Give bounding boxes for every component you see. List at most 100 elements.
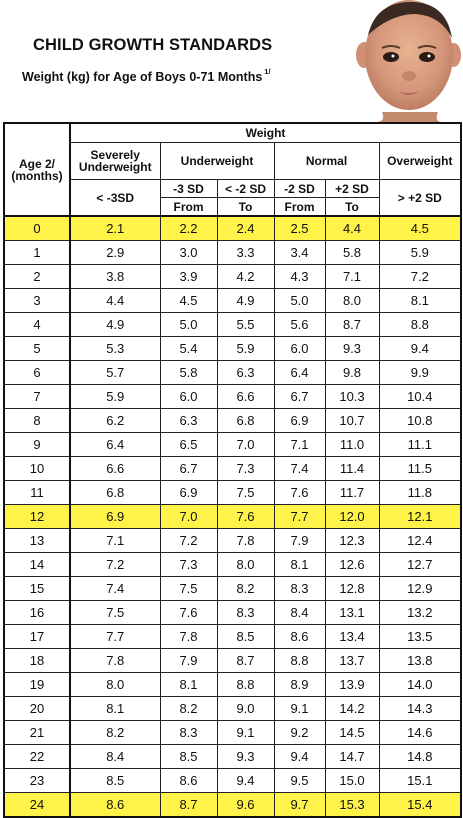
subtitle-footnote: 1/ (264, 67, 271, 76)
underweight-to-cell: 8.7 (216, 648, 275, 673)
age-cell: 15 (3, 576, 71, 601)
normal-from-cell: 9.4 (273, 744, 326, 769)
age-cell: 14 (3, 552, 71, 577)
underweight-from-cell: 7.5 (159, 576, 218, 601)
severely-underweight-cell: 4.4 (69, 288, 161, 313)
underweight-from-cell: 3.9 (159, 264, 218, 289)
age-cell: 5 (3, 336, 71, 361)
overweight-cell: 8.1 (378, 288, 462, 313)
normal-from-cell: 6.7 (273, 384, 326, 409)
weight-header: Weight (69, 122, 462, 143)
underweight-to-cell: 4.2 (216, 264, 275, 289)
underweight-to-cell: 6.3 (216, 360, 275, 385)
normal-from-cell: 9.5 (273, 768, 326, 793)
age-cell: 11 (3, 480, 71, 505)
severely-underweight-header: Severely Underweight (69, 142, 161, 180)
severely-line2: Underweight (78, 160, 152, 174)
underweight-to-cell: 8.5 (216, 624, 275, 649)
normal-from-cell: 9.1 (273, 696, 326, 721)
normal-to-cell: 15.3 (324, 792, 380, 818)
severely-underweight-cell: 6.8 (69, 480, 161, 505)
normal-from-cell: 6.4 (273, 360, 326, 385)
overweight-cell: 8.8 (378, 312, 462, 337)
underweight-to-cell: 8.0 (216, 552, 275, 577)
severely-underweight-cell: 8.5 (69, 768, 161, 793)
table-row: 16 7.5 7.6 8.3 8.4 13.1 13.2 (3, 600, 462, 625)
severely-range-header: < -3SD (69, 179, 161, 217)
normal-from-cell: 7.1 (273, 432, 326, 457)
age-cell: 6 (3, 360, 71, 385)
table-row: 1 2.9 3.0 3.3 3.4 5.8 5.9 (3, 240, 462, 265)
table-row: 24 8.6 8.7 9.6 9.7 15.3 15.4 (3, 792, 462, 818)
normal-to-label: To (324, 197, 380, 217)
underweight-to-cell: 6.6 (216, 384, 275, 409)
overweight-cell: 11.1 (378, 432, 462, 457)
normal-from-cell: 5.6 (273, 312, 326, 337)
underweight-to-cell: 2.4 (216, 215, 275, 241)
severely-underweight-cell: 7.4 (69, 576, 161, 601)
underweight-from-cell: 8.6 (159, 768, 218, 793)
age-cell: 20 (3, 696, 71, 721)
underweight-to-cell: 8.2 (216, 576, 275, 601)
normal-from-cell: 7.7 (273, 504, 326, 529)
table-row: 4 4.9 5.0 5.5 5.6 8.7 8.8 (3, 312, 462, 337)
normal-to-cell: 5.8 (324, 240, 380, 265)
underweight-from-cell: 7.3 (159, 552, 218, 577)
age-cell: 24 (3, 792, 71, 818)
normal-to-sd: +2 SD (324, 179, 380, 198)
overweight-cell: 12.9 (378, 576, 462, 601)
underweight-to-cell: 7.0 (216, 432, 275, 457)
age-cell: 4 (3, 312, 71, 337)
severely-underweight-cell: 3.8 (69, 264, 161, 289)
overweight-cell: 9.4 (378, 336, 462, 361)
table-row: 17 7.7 7.8 8.5 8.6 13.4 13.5 (3, 624, 462, 649)
age-cell: 8 (3, 408, 71, 433)
age-cell: 1 (3, 240, 71, 265)
normal-to-cell: 15.0 (324, 768, 380, 793)
severely-underweight-cell: 8.4 (69, 744, 161, 769)
underweight-from-cell: 8.2 (159, 696, 218, 721)
table-row: 0 2.1 2.2 2.4 2.5 4.4 4.5 (3, 215, 462, 241)
overweight-cell: 4.5 (378, 215, 462, 241)
normal-to-cell: 4.4 (324, 215, 380, 241)
age-cell: 19 (3, 672, 71, 697)
underweight-from-cell: 7.9 (159, 648, 218, 673)
age-cell: 22 (3, 744, 71, 769)
severely-underweight-cell: 7.5 (69, 600, 161, 625)
overweight-cell: 14.6 (378, 720, 462, 745)
underweight-from-cell: 8.7 (159, 792, 218, 818)
underweight-from-cell: 6.5 (159, 432, 218, 457)
normal-from-cell: 3.4 (273, 240, 326, 265)
normal-from-cell: 6.0 (273, 336, 326, 361)
table-row: 9 6.4 6.5 7.0 7.1 11.0 11.1 (3, 432, 462, 457)
severely-underweight-cell: 8.0 (69, 672, 161, 697)
underweight-from-cell: 5.0 (159, 312, 218, 337)
overweight-cell: 12.1 (378, 504, 462, 529)
overweight-cell: 12.7 (378, 552, 462, 577)
table-row: 8 6.2 6.3 6.8 6.9 10.7 10.8 (3, 408, 462, 433)
age-header: Age 2/(months) (3, 122, 71, 217)
overweight-cell: 12.4 (378, 528, 462, 553)
age-cell: 18 (3, 648, 71, 673)
overweight-cell: 14.3 (378, 696, 462, 721)
underweight-to-cell: 5.9 (216, 336, 275, 361)
severely-underweight-cell: 5.3 (69, 336, 161, 361)
table-row: 19 8.0 8.1 8.8 8.9 13.9 14.0 (3, 672, 462, 697)
table-body: 0 2.1 2.2 2.4 2.5 4.4 4.5 1 2.9 3.0 3.3 3.4 5.8 5.9 2 3… (3, 215, 462, 818)
normal-from-cell: 7.4 (273, 456, 326, 481)
table-row: 3 4.4 4.5 4.9 5.0 8.0 8.1 (3, 288, 462, 313)
underweight-to-cell: 8.8 (216, 672, 275, 697)
table-row: 6 5.7 5.8 6.3 6.4 9.8 9.9 (3, 360, 462, 385)
underweight-from-cell: 7.0 (159, 504, 218, 529)
underweight-from-label: From (159, 197, 218, 217)
underweight-from-cell: 6.3 (159, 408, 218, 433)
overweight-range-header: > +2 SD (378, 179, 462, 217)
overweight-cell: 11.5 (378, 456, 462, 481)
underweight-to-cell: 4.9 (216, 288, 275, 313)
age-cell: 21 (3, 720, 71, 745)
overweight-cell: 9.9 (378, 360, 462, 385)
table-row: 12 6.9 7.0 7.6 7.7 12.0 12.1 (3, 504, 462, 529)
normal-to-cell: 12.3 (324, 528, 380, 553)
normal-from-cell: 7.9 (273, 528, 326, 553)
overweight-cell: 14.0 (378, 672, 462, 697)
